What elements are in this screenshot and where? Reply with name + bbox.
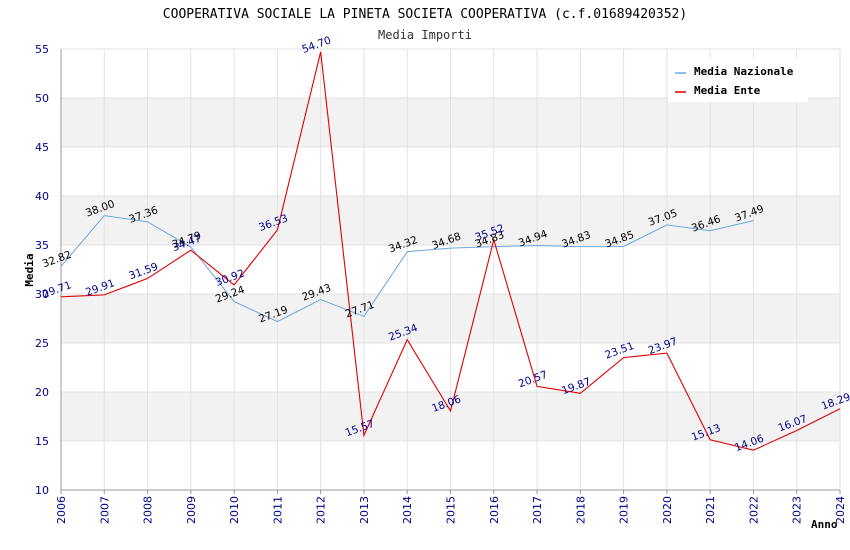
x-tick-label: 2017 xyxy=(531,496,544,524)
x-axis-label: Anno xyxy=(811,518,838,531)
x-tick-label: 2009 xyxy=(185,496,198,524)
x-axis-ticks: 2006 2007 2008 2009 2010 2011 2012 2013 2014 2015… xyxy=(55,496,847,524)
x-tick-label: 2022 xyxy=(747,496,760,524)
y-tick-label: 55 xyxy=(35,43,49,56)
x-tick-label: 2007 xyxy=(98,496,111,524)
x-tick-label: 2024 xyxy=(834,496,847,524)
y-tick-label: 30 xyxy=(35,288,49,301)
x-tick-label: 2023 xyxy=(791,496,804,524)
legend-label-nazionale: Media Nazionale xyxy=(694,65,794,78)
y-tick-label: 45 xyxy=(35,141,49,154)
series-line-nazionale xyxy=(60,215,754,323)
series-lines xyxy=(60,51,841,451)
chart-subtitle: Media Importi xyxy=(378,28,472,42)
x-tick-label: 2021 xyxy=(704,496,717,524)
y-tick-label: 20 xyxy=(35,386,49,399)
series-line-ente xyxy=(60,51,841,451)
y-tick-label: 40 xyxy=(35,190,49,203)
x-tick-label: 2016 xyxy=(488,496,501,524)
x-tick-label: 2010 xyxy=(228,496,241,524)
x-tick-label: 2011 xyxy=(271,496,284,524)
legend-box xyxy=(668,58,808,102)
x-tick-label: 2018 xyxy=(574,496,587,524)
x-tick-label: 2014 xyxy=(401,496,414,524)
legend-label-ente: Media Ente xyxy=(694,84,761,97)
y-axis-ticks: 10 15 20 25 30 35 40 45 50 55 xyxy=(35,43,49,497)
x-tick-label: 2008 xyxy=(142,496,155,524)
x-tick-label: 2020 xyxy=(661,496,674,524)
x-tick-label: 2019 xyxy=(618,496,631,524)
x-tick-label: 2015 xyxy=(445,496,458,524)
y-tick-label: 50 xyxy=(35,92,49,105)
legend: Media Nazionale Media Ente xyxy=(668,58,808,102)
y-tick-label: 25 xyxy=(35,337,49,350)
x-tick-label: 2013 xyxy=(358,496,371,524)
y-axis-label: Media xyxy=(23,253,36,286)
x-tick-label: 2006 xyxy=(55,496,68,524)
y-tick-label: 10 xyxy=(35,484,49,497)
x-tick-label: 2012 xyxy=(315,496,328,524)
y-tick-label: 35 xyxy=(35,239,49,252)
y-tick-label: 15 xyxy=(35,435,49,448)
axes xyxy=(60,49,841,494)
chart-title: COOPERATIVA SOCIALE LA PINETA SOCIETA CO… xyxy=(163,7,687,22)
